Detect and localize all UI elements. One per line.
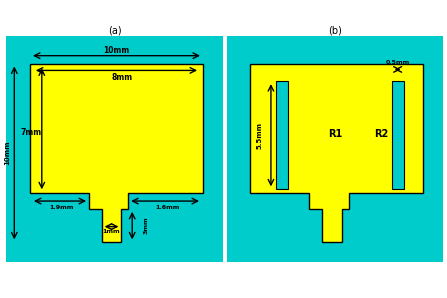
Polygon shape bbox=[250, 63, 423, 242]
Text: 3mm: 3mm bbox=[143, 217, 148, 235]
Text: 0.5mm: 0.5mm bbox=[385, 60, 410, 65]
Text: 1.6mm: 1.6mm bbox=[156, 205, 180, 210]
Title: (b): (b) bbox=[328, 25, 342, 35]
Text: 10mm: 10mm bbox=[103, 46, 130, 55]
Text: 5.5mm: 5.5mm bbox=[256, 122, 262, 149]
Bar bbox=[392, 81, 404, 189]
Text: 10mm: 10mm bbox=[4, 141, 10, 165]
Text: 1.9mm: 1.9mm bbox=[49, 205, 74, 210]
Text: 8mm: 8mm bbox=[112, 73, 133, 82]
Bar bbox=[276, 81, 287, 189]
Text: R2: R2 bbox=[374, 129, 388, 139]
Polygon shape bbox=[30, 63, 203, 242]
Text: 7mm: 7mm bbox=[21, 128, 42, 137]
Title: (a): (a) bbox=[108, 25, 121, 35]
Text: 1mm: 1mm bbox=[103, 229, 120, 234]
Text: R1: R1 bbox=[328, 129, 342, 139]
